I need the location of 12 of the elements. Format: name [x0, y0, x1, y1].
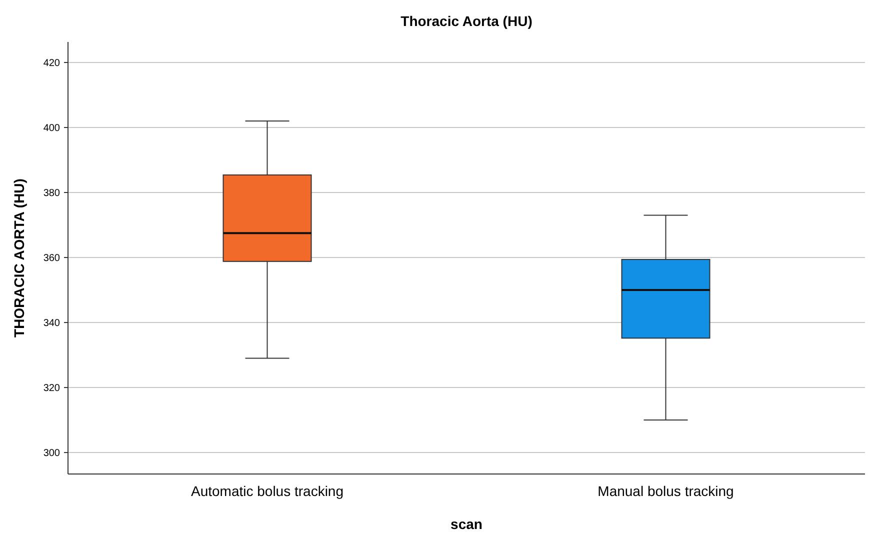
chart-title: Thoracic Aorta (HU): [400, 13, 532, 29]
x-tick-label: Manual bolus tracking: [598, 483, 734, 499]
y-tick-label: 380: [43, 188, 60, 199]
y-tick-label: 360: [43, 253, 60, 264]
y-tick-label: 420: [43, 58, 60, 69]
y-tick-label: 300: [43, 448, 60, 460]
y-tick-label: 340: [43, 318, 60, 330]
y-tick-label: 320: [43, 383, 60, 394]
x-tick-label: Automatic bolus tracking: [190, 483, 344, 499]
x-axis-title: scan: [450, 516, 482, 532]
y-tick-label: 400: [43, 122, 60, 134]
y-axis-title: THORACIC AORTA (HU): [11, 178, 27, 338]
